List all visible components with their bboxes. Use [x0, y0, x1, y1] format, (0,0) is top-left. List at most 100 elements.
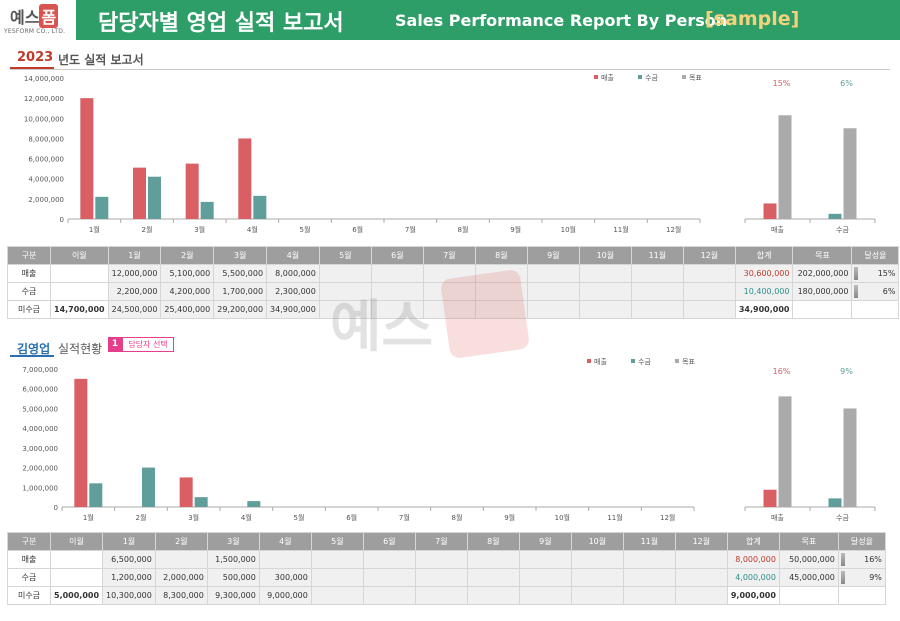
column-header: 11월: [622, 532, 676, 551]
section1-title: 년도 실적 보고서: [58, 53, 144, 67]
rate-cell: [837, 586, 886, 605]
y-tick-label: 2,000,000: [28, 196, 64, 204]
month-cell: [578, 264, 632, 283]
carry-cell: [50, 282, 109, 301]
bar-target: [778, 396, 792, 507]
legend-label: 수금: [638, 358, 651, 366]
header-bar: 예스 폼 YESFORM CO., LTD. 담당자별 영업 실적 보고서 Sal…: [0, 0, 900, 40]
carry-cell: 5,000,000: [49, 586, 104, 605]
bar-collection: [148, 176, 161, 219]
logo-mark: 예스 폼: [10, 4, 59, 28]
month-cell: [474, 300, 528, 319]
person-select-number[interactable]: 1: [108, 337, 122, 352]
page-title-en: Sales Performance Report By Person: [395, 11, 728, 30]
month-cell: 2,000,000: [154, 568, 208, 587]
rate-bar: [854, 285, 859, 298]
month-cell: [422, 282, 476, 301]
bar-sales: [80, 98, 94, 219]
row-label: 미수금: [7, 586, 51, 605]
column-header: 합계: [726, 532, 780, 551]
month-cell: [310, 586, 364, 605]
month-cell: [310, 568, 364, 587]
month-cell: 9,000,000: [258, 586, 312, 605]
column-header: 10월: [578, 246, 632, 265]
row-label: 매출: [7, 264, 51, 283]
column-header: 8월: [474, 246, 528, 265]
target-cell: 202,000,000: [792, 264, 853, 283]
column-header: 목표: [792, 246, 853, 265]
month-cell: [466, 586, 520, 605]
carry-cell: 14,700,000: [50, 300, 109, 319]
total-cell: 34,900,000: [734, 300, 794, 319]
x-tick-label: 8월: [458, 225, 469, 234]
column-header: 6월: [362, 532, 416, 551]
bar-actual: [763, 489, 777, 507]
y-tick-label: 3,000,000: [22, 445, 58, 453]
target-chart-person: 매출 16% 수금 9%: [744, 367, 876, 522]
rate-bar: [840, 571, 845, 584]
column-header: 이월: [49, 532, 104, 551]
month-cell: [526, 264, 580, 283]
month-cell: [258, 550, 312, 569]
year-label[interactable]: 2023: [17, 50, 54, 65]
bar-collection: [95, 196, 109, 219]
month-cell: [318, 264, 372, 283]
month-cell: [518, 586, 572, 605]
person-select-button[interactable]: 담당자 선택: [122, 337, 174, 352]
column-header: 달성율: [837, 532, 886, 551]
row-label: 수금: [7, 568, 51, 587]
column-header: 4월: [258, 532, 312, 551]
month-cell: 5,100,000: [160, 264, 215, 283]
month-cell: [674, 586, 728, 605]
month-cell: [318, 282, 372, 301]
x-tick-label: 수금: [836, 226, 849, 234]
person-underline: [10, 355, 54, 357]
column-header: 3월: [213, 246, 268, 265]
rate-cell: 6%: [851, 282, 900, 301]
column-header: 11월: [630, 246, 684, 265]
bar-sales: [238, 138, 252, 219]
month-cell: [414, 586, 468, 605]
y-tick-label: 5,000,000: [22, 405, 58, 413]
x-tick-label: 11월: [613, 225, 628, 234]
month-cell: [570, 550, 624, 569]
month-cell: [526, 300, 580, 319]
month-cell: [622, 586, 676, 605]
month-cell: [682, 264, 736, 283]
x-tick-label: 12월: [666, 225, 681, 234]
x-tick-label: 매출: [771, 513, 784, 522]
logo: 예스 폼 YESFORM CO., LTD.: [0, 0, 76, 40]
legend-swatch: [675, 359, 679, 363]
carry-cell: [50, 264, 109, 283]
month-cell: [362, 550, 416, 569]
month-cell: [474, 282, 528, 301]
y-tick-label: 6,000,000: [22, 386, 58, 394]
column-header: 구분: [7, 246, 51, 265]
rate-bar: [854, 267, 859, 280]
column-header: 3월: [206, 532, 260, 551]
month-cell: [466, 568, 520, 587]
x-tick-label: 6월: [346, 513, 357, 522]
rate-cell: [851, 300, 900, 319]
month-cell: 1,500,000: [206, 550, 260, 569]
bar-target: [843, 128, 857, 219]
month-cell: 300,000: [258, 568, 312, 587]
x-tick-label: 9월: [510, 225, 521, 234]
column-header: 12월: [674, 532, 728, 551]
rate-cell: 15%: [851, 264, 900, 283]
month-cell: 34,900,000: [266, 300, 320, 319]
month-cell: 8,000,000: [266, 264, 320, 283]
carry-cell: [49, 568, 104, 587]
legend-swatch: [594, 75, 598, 79]
x-tick-label: 2월: [136, 513, 147, 522]
target-cell: [778, 586, 839, 605]
column-header: 목표: [778, 532, 839, 551]
month-cell: 5,500,000: [213, 264, 268, 283]
table-row: 매출 6,500,000 1,500,000 8,000,000 50,000,000 1…: [7, 550, 886, 569]
column-header: 달성율: [851, 246, 900, 265]
column-header: 9월: [526, 246, 580, 265]
sample-tag: [sample]: [705, 8, 800, 30]
month-cell: [318, 300, 372, 319]
month-cell: 2,200,000: [107, 282, 162, 301]
x-tick-label: 8월: [452, 513, 463, 522]
